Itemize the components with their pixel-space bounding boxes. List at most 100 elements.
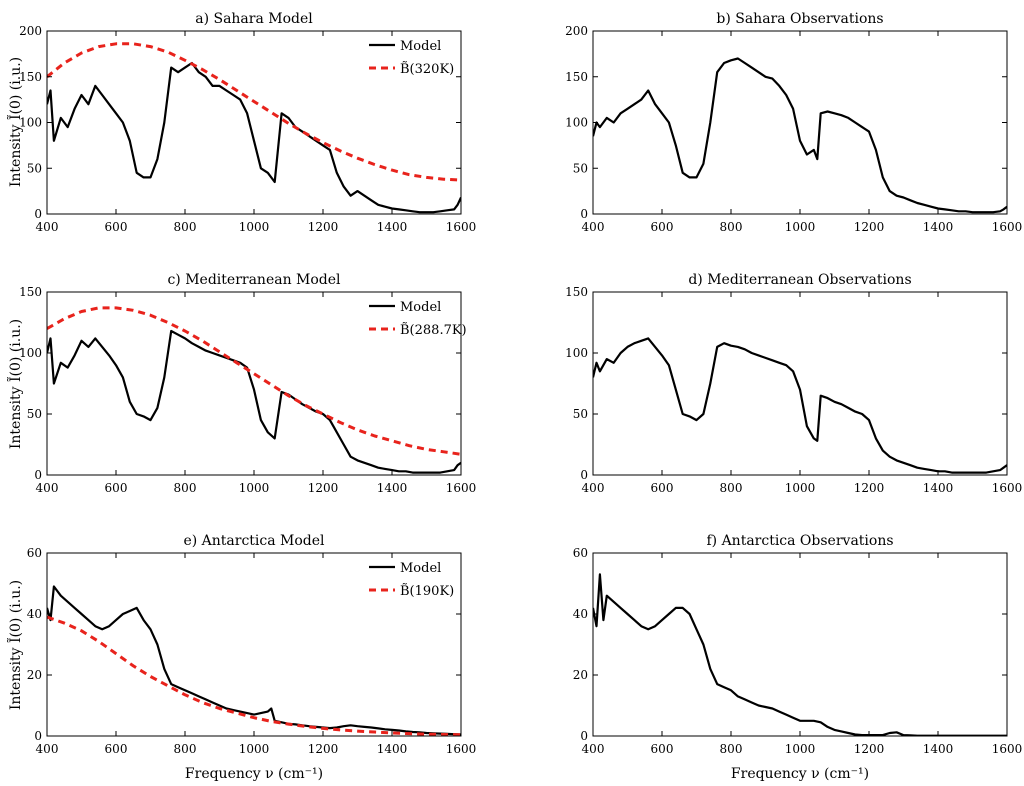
x-tick-label-e-1200: 1200 xyxy=(308,742,339,756)
x-tick-label-a-1000: 1000 xyxy=(239,220,270,234)
series-line-d-model xyxy=(593,337,1007,474)
x-tick-label-d-1200: 1200 xyxy=(854,481,885,495)
x-tick-label-c-600: 600 xyxy=(105,481,128,495)
series-line-a-model xyxy=(47,61,461,214)
x-tick-label-f-600: 600 xyxy=(651,742,674,756)
x-tick-label-d-800: 800 xyxy=(720,481,743,495)
panel-title-e: e) Antarctica Model xyxy=(183,533,325,549)
x-tick-label-a-1600: 1600 xyxy=(446,220,477,234)
x-tick-label-f-1200: 1200 xyxy=(854,742,885,756)
x-tick-label-d-1000: 1000 xyxy=(785,481,816,495)
x-tick-label-e-1400: 1400 xyxy=(377,742,408,756)
axes-frame-d xyxy=(592,291,1008,476)
axes-frame-b xyxy=(592,30,1008,215)
legend-c: Model B̃(288.7K) xyxy=(369,300,467,338)
y-tick-label-b-0: 0 xyxy=(580,207,588,221)
legend-label-blackbody-a: B̃(320K) xyxy=(400,61,454,77)
y-tick-label-f-0: 0 xyxy=(580,729,588,743)
axes-frame-f xyxy=(592,552,1008,737)
x-tick-label-f-1000: 1000 xyxy=(785,742,816,756)
series-line-a-blackbody xyxy=(47,42,461,182)
x-tick-label-d-400: 400 xyxy=(582,481,605,495)
y-tick-label-d-50: 50 xyxy=(573,407,588,421)
x-tick-label-c-1400: 1400 xyxy=(377,481,408,495)
x-tick-label-b-400: 400 xyxy=(582,220,605,234)
y-tick-label-d-0: 0 xyxy=(580,468,588,482)
panel-title-a: a) Sahara Model xyxy=(195,11,313,27)
panel-title-b: b) Sahara Observations xyxy=(716,11,883,27)
y-axis-label-top: Intensity Ĩ(0) (i.u.) xyxy=(6,57,24,187)
y-tick-label-b-50: 50 xyxy=(573,161,588,175)
x-tick-label-c-400: 400 xyxy=(36,481,59,495)
legend-label-blackbody-c: B̃(288.7K) xyxy=(400,322,467,338)
legend-label-model-a: Model xyxy=(400,39,441,54)
x-tick-label-a-1400: 1400 xyxy=(377,220,408,234)
panel-title-d: d) Mediterranean Observations xyxy=(688,272,911,288)
y-tick-label-c-50: 50 xyxy=(27,407,42,421)
y-tick-label-b-100: 100 xyxy=(565,116,588,130)
series-line-c-blackbody xyxy=(47,306,461,456)
x-tick-label-e-400: 400 xyxy=(36,742,59,756)
x-tick-label-b-1000: 1000 xyxy=(785,220,816,234)
x-tick-label-d-1400: 1400 xyxy=(923,481,954,495)
legend-e: Model B̃(190K) xyxy=(369,561,454,599)
y-tick-label-a-150: 150 xyxy=(19,70,42,84)
y-axis-label-middle: Intensity Ĩ(0) (i.u.) xyxy=(6,319,24,449)
x-tick-label-b-1400: 1400 xyxy=(923,220,954,234)
y-tick-label-f-20: 20 xyxy=(573,668,588,682)
x-tick-label-e-800: 800 xyxy=(174,742,197,756)
series-line-b-model xyxy=(593,57,1007,214)
x-axis-label-left: Frequency ν (cm⁻¹) xyxy=(185,766,323,782)
x-tick-label-a-1200: 1200 xyxy=(308,220,339,234)
x-tick-label-e-600: 600 xyxy=(105,742,128,756)
y-tick-label-e-0: 0 xyxy=(34,729,42,743)
y-tick-label-a-100: 100 xyxy=(19,116,42,130)
y-tick-label-c-100: 100 xyxy=(19,346,42,360)
panel-title-f: f) Antarctica Observations xyxy=(706,533,893,549)
y-tick-label-b-150: 150 xyxy=(565,70,588,84)
y-tick-label-c-0: 0 xyxy=(34,468,42,482)
x-tick-label-b-1600: 1600 xyxy=(992,220,1023,234)
x-axis-label-right: Frequency ν (cm⁻¹) xyxy=(731,766,869,782)
x-tick-label-d-1600: 1600 xyxy=(992,481,1023,495)
y-tick-label-d-100: 100 xyxy=(565,346,588,360)
y-tick-label-e-20: 20 xyxy=(27,668,42,682)
x-tick-label-d-600: 600 xyxy=(651,481,674,495)
x-tick-label-b-1200: 1200 xyxy=(854,220,885,234)
x-tick-label-f-1400: 1400 xyxy=(923,742,954,756)
y-tick-label-d-150: 150 xyxy=(565,285,588,299)
panel-title-c: c) Mediterranean Model xyxy=(167,272,341,288)
x-tick-label-b-800: 800 xyxy=(720,220,743,234)
y-tick-label-a-0: 0 xyxy=(34,207,42,221)
x-tick-label-a-600: 600 xyxy=(105,220,128,234)
x-tick-label-a-400: 400 xyxy=(36,220,59,234)
x-tick-label-f-1600: 1600 xyxy=(992,742,1023,756)
x-tick-label-f-400: 400 xyxy=(582,742,605,756)
series-line-e-blackbody xyxy=(47,615,461,736)
x-tick-label-a-800: 800 xyxy=(174,220,197,234)
x-tick-label-e-1000: 1000 xyxy=(239,742,270,756)
axes-frame-e xyxy=(46,552,462,737)
x-tick-label-b-600: 600 xyxy=(651,220,674,234)
series-line-c-model xyxy=(47,329,461,474)
legend-a: Model B̃(320K) xyxy=(369,39,454,77)
y-tick-label-c-150: 150 xyxy=(19,285,42,299)
axes-frame-c xyxy=(46,291,462,476)
x-tick-label-c-1200: 1200 xyxy=(308,481,339,495)
y-tick-label-b-200: 200 xyxy=(565,24,588,38)
legend-label-model-e: Model xyxy=(400,561,441,576)
y-tick-label-a-50: 50 xyxy=(27,161,42,175)
panel-d: d) Mediterranean Observations 400 600 800 10… xyxy=(565,272,1022,495)
x-tick-label-c-1600: 1600 xyxy=(446,481,477,495)
y-tick-label-e-60: 60 xyxy=(27,546,42,560)
x-tick-label-e-1600: 1600 xyxy=(446,742,477,756)
x-tick-label-c-800: 800 xyxy=(174,481,197,495)
series-line-f-model xyxy=(593,573,1007,736)
y-tick-label-f-60: 60 xyxy=(573,546,588,560)
y-tick-label-e-40: 40 xyxy=(27,607,42,621)
